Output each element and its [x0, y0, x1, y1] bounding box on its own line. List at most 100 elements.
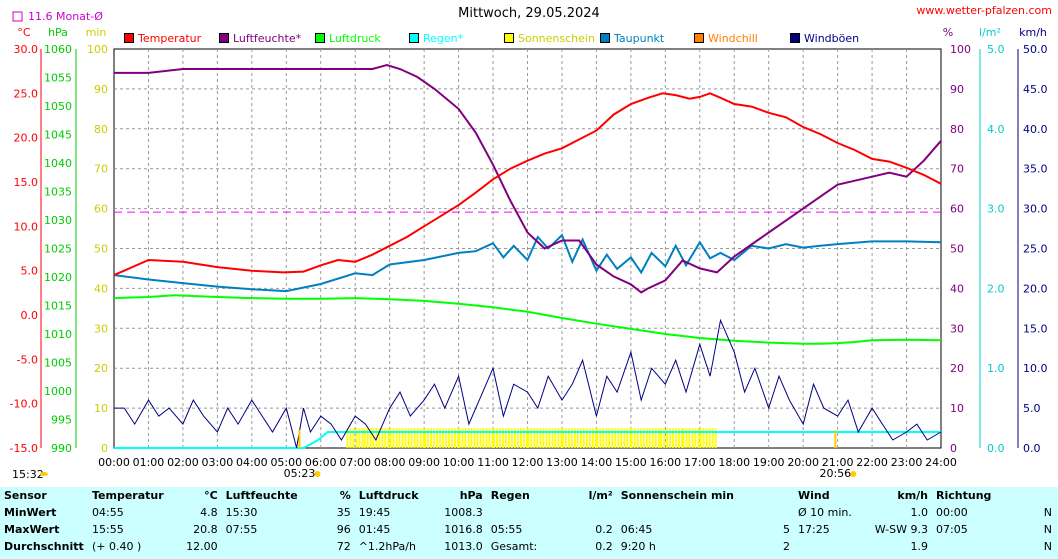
- humidity-tick-label: 40: [950, 282, 964, 295]
- sunshine-bar: [424, 428, 426, 448]
- stats-cell-time: 05:55: [490, 523, 523, 536]
- sunshine-bar: [470, 428, 473, 448]
- temperature-unit: °C: [17, 26, 31, 39]
- rain-tick-label: 1.0: [987, 362, 1005, 375]
- stats-cell-time: [794, 538, 856, 555]
- stats-cell-value: 12.00: [186, 540, 218, 553]
- sunshine-bar: [678, 428, 680, 448]
- sunshine-bar: [454, 428, 456, 448]
- current-time-icon: [40, 472, 48, 476]
- sunshine-bar: [422, 428, 425, 448]
- sunshine-bar: [488, 428, 491, 448]
- sunshine-bar: [605, 428, 608, 448]
- monthly-avg-icon: [12, 11, 23, 22]
- wind-tick-label: 25.0: [1023, 243, 1048, 256]
- legend-item: Windchill: [694, 31, 758, 45]
- stats-cell-time: ^1.2hPa/h: [358, 540, 416, 553]
- sunshine-bar: [588, 428, 591, 448]
- humidity-tick-label: 80: [950, 123, 964, 136]
- sunshine-bar: [564, 428, 567, 448]
- site-url[interactable]: www.wetter-pfalzen.com: [916, 4, 1052, 17]
- x-tick-label: 19:00: [753, 456, 785, 469]
- legend-item: Luftfeuchte*: [219, 31, 301, 45]
- x-tick-label: 10:00: [443, 456, 475, 469]
- humidity-unit: %: [943, 26, 953, 39]
- sunshine-bar: [419, 428, 422, 448]
- legend-label: Sonnenschein: [518, 31, 595, 45]
- stats-header-unit: hPa: [459, 489, 483, 502]
- sunshine-bar: [573, 428, 576, 448]
- sunset-icon: [850, 471, 857, 477]
- x-tick-label: 24:00: [925, 456, 957, 469]
- sunshine-bar: [630, 428, 633, 448]
- sunshine-bar: [526, 428, 528, 448]
- sunrise-icon: [314, 471, 321, 477]
- stats-cell-value: 4.8: [200, 506, 218, 519]
- humidity-tick-label: 70: [950, 163, 964, 176]
- sunshine-bar: [389, 428, 392, 448]
- sunshine-bar: [448, 428, 450, 448]
- sunshine-bar: [451, 428, 453, 448]
- legend-swatch: [124, 33, 134, 43]
- sunshine-bar: [657, 428, 660, 448]
- stats-header: Richtung: [936, 489, 992, 502]
- sunshine-bar: [355, 428, 358, 448]
- stats-cell-value: N: [1043, 523, 1053, 536]
- stats-header: Sensor: [4, 489, 47, 502]
- rain-tick-label: 3.0: [987, 203, 1005, 216]
- sunshine-bar: [464, 428, 467, 448]
- stats-cell-time: 15:30: [225, 506, 258, 519]
- stats-row-label: Durchschnitt: [4, 540, 84, 553]
- pressure-tick-label: 1055: [44, 72, 72, 85]
- sunshine-tick-label: 10: [94, 402, 108, 415]
- sunshine-bar: [691, 428, 694, 448]
- temperature-tick-label: 25.0: [14, 87, 39, 100]
- sunshine-bar: [599, 428, 602, 448]
- sunshine-bar: [633, 428, 636, 448]
- sunshine-bar: [654, 428, 657, 448]
- humidity-tick-label: 30: [950, 322, 964, 335]
- wind-tick-label: 15.0: [1023, 322, 1048, 335]
- legend-label: Regen*: [423, 31, 464, 45]
- stats-cell-time: [222, 538, 302, 555]
- stats-cell-value: 72: [336, 540, 351, 553]
- sunshine-bar: [352, 428, 355, 448]
- sunshine-bar: [714, 428, 717, 448]
- legend-swatch: [504, 33, 514, 43]
- stats-cell-value: W-SW 9.3: [874, 523, 929, 536]
- sunshine-bar: [499, 428, 501, 448]
- x-tick-label: 16:00: [649, 456, 681, 469]
- stats-row-label: MaxWert: [4, 523, 60, 536]
- stats-header-unit: km/h: [897, 489, 929, 502]
- sunshine-bar: [457, 428, 459, 448]
- legend-swatch: [409, 33, 419, 43]
- rain-tick-label: 5.0: [987, 43, 1005, 56]
- stats-cell-time: 07:55: [225, 523, 258, 536]
- sunshine-bar: [366, 428, 369, 448]
- pressure-tick-label: 1005: [44, 357, 72, 370]
- sunshine-bar: [596, 428, 599, 448]
- rain-tick-label: 2.0: [987, 282, 1005, 295]
- sunshine-bar: [482, 428, 485, 448]
- sunshine-bar: [496, 428, 498, 448]
- legend-swatch: [315, 33, 325, 43]
- sunshine-bar: [567, 428, 570, 448]
- humidity-tick-label: 100: [950, 43, 971, 56]
- x-tick-label: 03:00: [202, 456, 234, 469]
- sunshine-bar: [372, 428, 375, 448]
- legend-label: Luftdruck: [329, 31, 381, 45]
- temperature-tick-label: 5.0: [21, 265, 39, 278]
- sunshine-bar: [378, 428, 381, 448]
- temperature-tick-label: 15.0: [14, 176, 39, 189]
- legend-label: Windböen: [804, 31, 860, 45]
- rain-unit: l/m²: [979, 26, 1001, 39]
- sunshine-bar: [461, 428, 464, 448]
- sunshine-bar: [629, 428, 632, 448]
- temperature-tick-label: 30.0: [14, 43, 39, 56]
- sunshine-bar: [433, 428, 435, 448]
- stats-cell-value: 20.8: [193, 523, 218, 536]
- humidity-tick-label: 0: [950, 442, 957, 455]
- stats-header-unit: %: [339, 489, 351, 502]
- stats-row-label: MinWert: [4, 506, 57, 519]
- sunshine-bar: [533, 428, 536, 448]
